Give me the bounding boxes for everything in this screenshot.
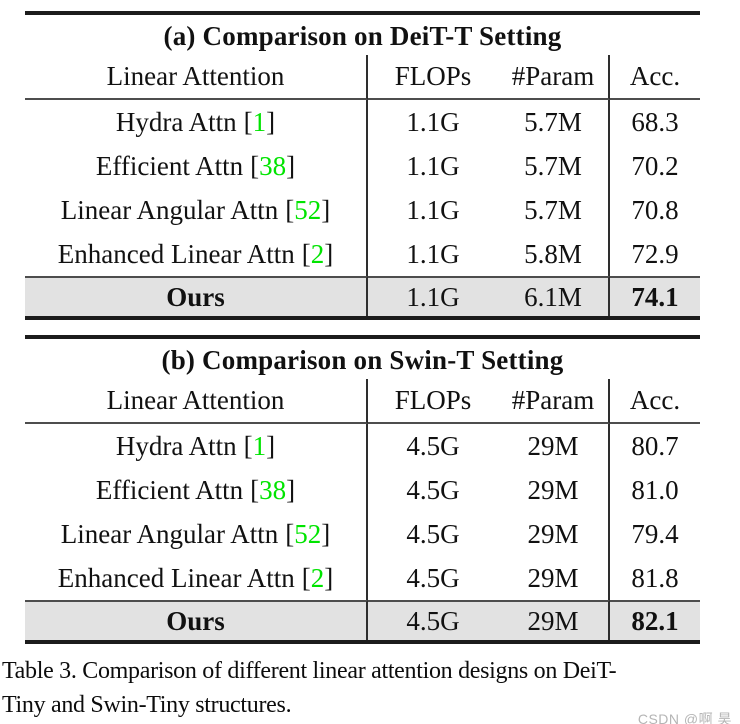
flops-value: 1.1G xyxy=(406,194,460,225)
param-value: 5.7M xyxy=(498,144,610,188)
ours-acc-value: 82.1 xyxy=(610,600,700,640)
table-row-method: Hydra Attn [ 1 ] xyxy=(25,424,368,468)
flops-value: 4.5G xyxy=(406,474,460,505)
column-header-acc: Acc. xyxy=(610,55,700,100)
method-name: Enhanced Linear Attn xyxy=(57,238,295,269)
param-value: 5.7M xyxy=(498,188,610,232)
subtable-b-title: (b) Comparison on Swin-T Setting xyxy=(161,345,564,375)
flops-value: 1.1G xyxy=(406,238,460,269)
flops-value: 1.1G xyxy=(406,150,460,181)
param-value: 29M xyxy=(498,424,610,468)
citation-bracket-close: ] xyxy=(286,474,296,505)
citation-number[interactable]: 38 xyxy=(259,474,287,505)
column-header-flops: FLOPs xyxy=(368,55,498,100)
method-name: Hydra Attn xyxy=(115,430,237,461)
citation-bracket-close: ] xyxy=(321,518,331,549)
caption-line-2: Tiny and Swin-Tiny structures. xyxy=(2,692,292,718)
citation-bracket-open: [ xyxy=(243,430,253,461)
ours-flops-value: 4.5G xyxy=(368,600,498,640)
citation-bracket-open: [ xyxy=(243,106,253,137)
acc-value: 79.4 xyxy=(631,518,679,549)
column-header-param: #Param xyxy=(498,379,610,424)
ours-param-value: 29M xyxy=(498,600,610,640)
table-caption: Table 3. Comparison of different linear … xyxy=(2,654,732,722)
param-value: 5.7M xyxy=(498,100,610,144)
column-header-param: #Param xyxy=(498,55,610,100)
table-row-method: Linear Angular Attn [ 52 ] xyxy=(25,188,368,232)
subtable-a-grid: Linear Attention FLOPs #Param Acc. Hydra… xyxy=(25,55,700,320)
flops-value: 4.5G xyxy=(406,562,460,593)
subtable-deit: (a) Comparison on DeiT-T Setting Linear … xyxy=(25,11,700,320)
citation-bracket-open: [ xyxy=(250,474,260,505)
column-header-acc: Acc. xyxy=(610,379,700,424)
acc-value: 81.0 xyxy=(631,474,679,505)
table-row-method: Linear Angular Attn [ 52 ] xyxy=(25,512,368,556)
citation-bracket-close: ] xyxy=(286,150,296,181)
flops-value: 1.1G xyxy=(406,106,460,137)
column-header-linear-attention: Linear Attention xyxy=(25,55,368,100)
caption-line-1: Table 3. Comparison of different linear … xyxy=(2,658,617,684)
subtable-a-title: (a) Comparison on DeiT-T Setting xyxy=(163,21,562,51)
method-name: Linear Angular Attn xyxy=(60,518,279,549)
subtable-swin: (b) Comparison on Swin-T Setting Linear … xyxy=(25,335,700,644)
param-value: 29M xyxy=(498,556,610,600)
table-row-method: Enhanced Linear Attn [ 2 ] xyxy=(25,556,368,600)
acc-value: 68.3 xyxy=(631,106,679,137)
column-header-linear-attention: Linear Attention xyxy=(25,379,368,424)
citation-bracket-close: ] xyxy=(266,106,276,137)
acc-value: 72.9 xyxy=(631,238,679,269)
flops-value: 4.5G xyxy=(406,430,460,461)
acc-value: 70.2 xyxy=(631,150,679,181)
method-name: Linear Angular Attn xyxy=(60,194,279,225)
citation-number[interactable]: 52 xyxy=(294,518,322,549)
table-row-method: Efficient Attn [ 38 ] xyxy=(25,468,368,512)
acc-value: 80.7 xyxy=(631,430,679,461)
citation-bracket-open: [ xyxy=(285,518,295,549)
ours-acc-value: 74.1 xyxy=(610,276,700,316)
citation-number[interactable]: 2 xyxy=(310,562,325,593)
table-row-method: Enhanced Linear Attn [ 2 ] xyxy=(25,232,368,276)
param-value: 29M xyxy=(498,468,610,512)
citation-bracket-open: [ xyxy=(301,238,311,269)
param-value: 29M xyxy=(498,512,610,556)
ours-param-value: 6.1M xyxy=(498,276,610,316)
citation-bracket-open: [ xyxy=(301,562,311,593)
ours-flops-value: 1.1G xyxy=(368,276,498,316)
citation-bracket-close: ] xyxy=(321,194,331,225)
citation-bracket-close: ] xyxy=(266,430,276,461)
table-row-method: Efficient Attn [ 38 ] xyxy=(25,144,368,188)
ours-row-label: Ours xyxy=(25,276,368,316)
citation-number[interactable]: 2 xyxy=(310,238,325,269)
csdn-watermark: CSDN @啊 昊 xyxy=(637,711,732,724)
citation-bracket-open: [ xyxy=(250,150,260,181)
flops-value: 4.5G xyxy=(406,518,460,549)
subtable-b-grid: Linear Attention FLOPs #Param Acc. Hydra… xyxy=(25,379,700,644)
method-name: Hydra Attn xyxy=(115,106,237,137)
method-name: Enhanced Linear Attn xyxy=(57,562,295,593)
citation-number[interactable]: 1 xyxy=(252,106,267,137)
method-name: Efficient Attn xyxy=(95,474,244,505)
citation-number[interactable]: 38 xyxy=(259,150,287,181)
acc-value: 81.8 xyxy=(631,562,679,593)
param-value: 5.8M xyxy=(498,232,610,276)
acc-value: 70.8 xyxy=(631,194,679,225)
citation-number[interactable]: 1 xyxy=(252,430,267,461)
citation-bracket-close: ] xyxy=(324,238,334,269)
method-name: Efficient Attn xyxy=(95,150,244,181)
citation-bracket-open: [ xyxy=(285,194,295,225)
citation-bracket-close: ] xyxy=(324,562,334,593)
column-header-flops: FLOPs xyxy=(368,379,498,424)
citation-number[interactable]: 52 xyxy=(294,194,322,225)
ours-row-label: Ours xyxy=(25,600,368,640)
paper-page: (a) Comparison on DeiT-T Setting Linear … xyxy=(0,11,740,724)
table-row-method: Hydra Attn [ 1 ] xyxy=(25,100,368,144)
